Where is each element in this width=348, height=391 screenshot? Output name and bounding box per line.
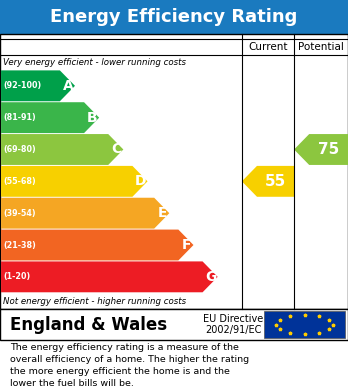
Text: D: D (135, 174, 147, 188)
Text: (55-68): (55-68) (3, 177, 36, 186)
Text: (69-80): (69-80) (3, 145, 36, 154)
Text: 55: 55 (265, 174, 286, 189)
Text: Very energy efficient - lower running costs: Very energy efficient - lower running co… (3, 58, 187, 67)
Text: The energy efficiency rating is a measure of the
overall efficiency of a home. T: The energy efficiency rating is a measur… (10, 343, 250, 388)
Bar (264, 311, 345, 338)
Text: F: F (182, 238, 191, 252)
Polygon shape (1, 230, 193, 260)
Text: A: A (63, 79, 73, 93)
Polygon shape (1, 198, 169, 229)
Text: B: B (87, 111, 98, 125)
Polygon shape (1, 102, 99, 133)
Polygon shape (294, 134, 348, 165)
Text: (21-38): (21-38) (3, 240, 36, 249)
Bar (0, 0, 348, 34)
Text: Energy Efficiency Rating: Energy Efficiency Rating (50, 8, 298, 26)
Text: Not energy efficient - higher running costs: Not energy efficient - higher running co… (3, 296, 187, 306)
Text: (1-20): (1-20) (3, 273, 31, 282)
Text: E: E (158, 206, 167, 220)
Text: (39-54): (39-54) (3, 209, 36, 218)
Text: EU Directive
2002/91/EC: EU Directive 2002/91/EC (203, 314, 263, 335)
Polygon shape (1, 166, 148, 197)
Text: England & Wales: England & Wales (10, 316, 168, 334)
Polygon shape (242, 166, 294, 197)
Text: (81-91): (81-91) (3, 113, 36, 122)
Text: C: C (111, 142, 122, 156)
Text: 75: 75 (318, 142, 339, 157)
Polygon shape (1, 262, 218, 292)
Bar (0, 309, 348, 340)
Text: (92-100): (92-100) (3, 81, 42, 90)
Text: Current: Current (248, 42, 288, 52)
Text: G: G (205, 270, 216, 284)
Polygon shape (1, 134, 123, 165)
Polygon shape (1, 70, 75, 101)
Bar (0, 34, 348, 309)
Text: Potential: Potential (298, 42, 344, 52)
